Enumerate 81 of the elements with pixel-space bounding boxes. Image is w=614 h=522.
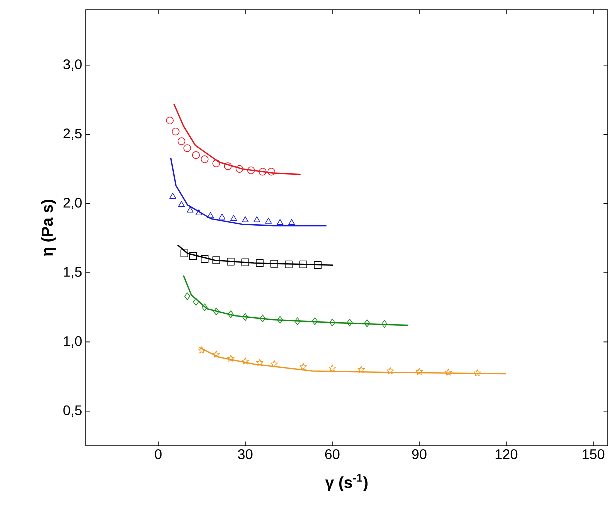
point <box>259 168 267 176</box>
point <box>386 367 394 374</box>
point <box>265 218 272 224</box>
point <box>196 210 202 216</box>
point <box>202 304 208 312</box>
point <box>212 256 220 264</box>
point <box>170 193 176 199</box>
line-series <box>183 275 409 326</box>
point <box>268 168 276 176</box>
line-series <box>198 347 508 375</box>
point <box>294 318 301 326</box>
point <box>300 363 308 370</box>
point <box>166 116 174 125</box>
y-tick-label: 0,5 <box>64 406 82 418</box>
point <box>207 212 214 218</box>
point <box>178 201 186 208</box>
point <box>227 258 235 266</box>
point <box>444 368 452 376</box>
point <box>212 350 220 358</box>
point <box>227 354 235 362</box>
point <box>270 260 278 268</box>
y-tick-label: 1,5 <box>64 267 82 279</box>
y-tick-label: 3,0 <box>64 60 82 72</box>
point <box>328 364 336 372</box>
point <box>242 313 248 322</box>
point <box>180 250 188 258</box>
point <box>358 366 366 374</box>
point <box>212 160 220 168</box>
point <box>300 260 308 269</box>
point <box>230 215 238 222</box>
line-series <box>170 157 328 227</box>
point <box>187 206 194 213</box>
y-tick-label: 1,0 <box>64 336 82 348</box>
point <box>201 156 209 164</box>
point <box>236 165 244 174</box>
point <box>254 216 260 222</box>
point <box>312 318 318 326</box>
point <box>277 316 284 324</box>
point <box>242 216 249 222</box>
point <box>276 219 284 226</box>
point <box>201 255 209 263</box>
x-tick-label: 90 <box>412 450 427 460</box>
x-axis-title: γ (s$^{-1}$) <box>325 474 368 492</box>
x-tick-label: 60 <box>325 450 340 460</box>
point <box>172 128 180 136</box>
point <box>198 346 206 354</box>
point <box>314 262 322 270</box>
line-series <box>177 244 334 266</box>
point <box>242 358 250 365</box>
point <box>285 260 293 269</box>
point <box>474 369 482 376</box>
point <box>178 138 186 146</box>
line-series <box>174 103 302 176</box>
point <box>346 318 353 327</box>
x-tick-label: 120 <box>496 450 518 460</box>
y-tick-label: 2,5 <box>64 128 82 140</box>
point <box>256 259 264 268</box>
point <box>214 308 220 316</box>
point <box>218 214 226 220</box>
point <box>256 359 264 366</box>
point <box>330 318 336 327</box>
point <box>260 314 266 322</box>
point <box>270 360 278 368</box>
point <box>189 252 198 260</box>
point <box>247 166 256 174</box>
point <box>228 310 234 318</box>
point <box>224 162 232 170</box>
point <box>242 258 250 266</box>
point <box>184 292 190 300</box>
x-tick-label: 0 <box>155 450 162 460</box>
point <box>382 320 388 328</box>
point <box>184 144 192 152</box>
y-tick-label: 2,0 <box>64 198 82 210</box>
y-axis-title: η (Pa s) <box>41 200 56 256</box>
x-tick-label: 30 <box>238 450 253 460</box>
point <box>193 298 200 306</box>
point <box>364 320 370 328</box>
point <box>416 368 424 376</box>
x-tick-label: 150 <box>582 450 605 460</box>
point <box>192 151 200 160</box>
point <box>288 219 296 226</box>
